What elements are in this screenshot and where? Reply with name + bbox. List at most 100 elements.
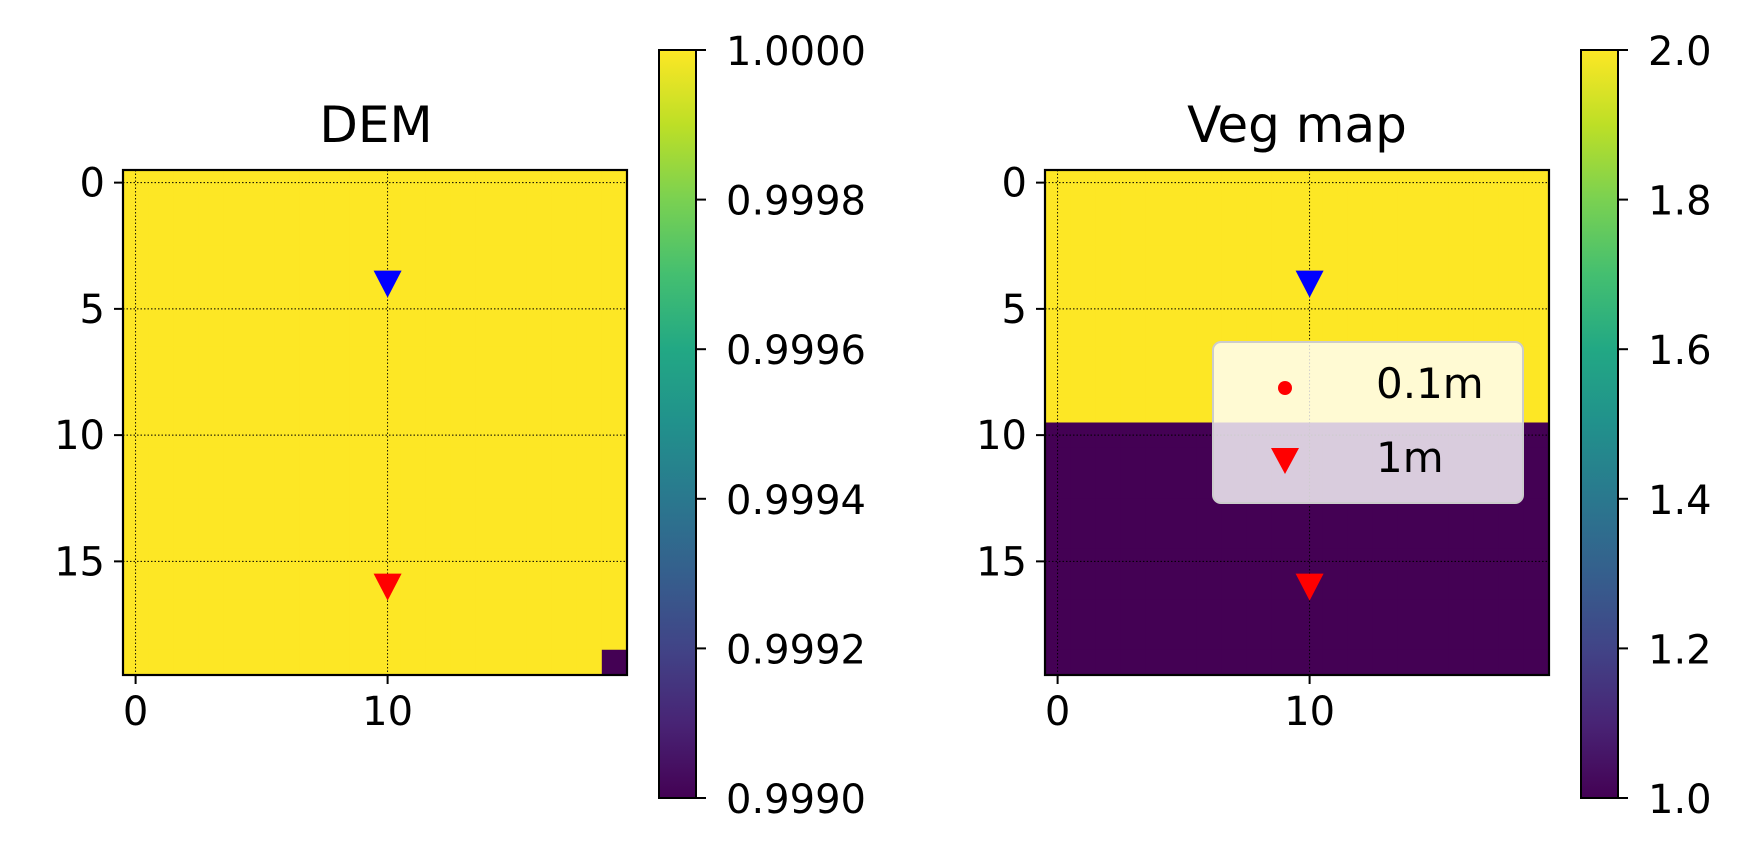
heatmap-cell bbox=[1498, 245, 1525, 272]
heatmap-cell bbox=[223, 574, 250, 600]
heatmap-cell bbox=[1246, 649, 1273, 676]
heatmap-cell bbox=[148, 473, 174, 499]
heatmap-cell bbox=[1473, 523, 1500, 550]
heatmap-cell bbox=[576, 346, 603, 373]
heatmap-cell bbox=[198, 321, 225, 348]
heatmap-cell bbox=[450, 599, 477, 626]
heatmap-cell bbox=[249, 523, 275, 550]
heatmap-cell bbox=[1120, 271, 1147, 297]
heatmap-cell bbox=[1498, 523, 1525, 550]
heatmap-cell bbox=[450, 498, 477, 525]
heatmap-cell bbox=[173, 599, 200, 626]
colorbar-tick-label: 2.0 bbox=[1648, 29, 1712, 75]
heatmap-cell bbox=[1095, 473, 1122, 499]
heatmap-cell bbox=[601, 321, 628, 348]
heatmap-cell bbox=[1523, 624, 1550, 651]
heatmap-cell bbox=[198, 447, 225, 474]
heatmap-cell bbox=[223, 220, 250, 247]
heatmap-cell bbox=[400, 523, 426, 550]
heatmap-cell bbox=[1196, 624, 1222, 651]
heatmap-cell bbox=[1523, 447, 1550, 474]
heatmap-cell bbox=[1095, 220, 1122, 247]
marker-triangle-1m bbox=[1295, 573, 1324, 601]
heatmap-cell bbox=[1322, 649, 1348, 676]
heatmap-cell bbox=[601, 498, 628, 525]
heatmap-cell bbox=[1070, 321, 1096, 348]
heatmap-cell bbox=[475, 599, 502, 626]
heatmap-cell bbox=[526, 195, 552, 222]
heatmap-cell bbox=[1523, 245, 1550, 272]
heatmap-cell bbox=[551, 624, 578, 651]
y-tick-label: 15 bbox=[54, 539, 105, 585]
heatmap-cell bbox=[1196, 271, 1222, 297]
heatmap-cell bbox=[349, 397, 376, 424]
heatmap-cell bbox=[1372, 599, 1399, 626]
heatmap-cell bbox=[501, 397, 527, 424]
heatmap-cell bbox=[425, 649, 452, 676]
heatmap-cell bbox=[475, 271, 502, 297]
heatmap-cell bbox=[1347, 649, 1374, 676]
heatmap-cell bbox=[400, 271, 426, 297]
heatmap-cell bbox=[1448, 523, 1474, 550]
heatmap-cell bbox=[223, 599, 250, 626]
heatmap-cell bbox=[1221, 599, 1248, 626]
heatmap-cell bbox=[173, 220, 200, 247]
heatmap-cell bbox=[526, 372, 552, 398]
heatmap-cell bbox=[349, 271, 376, 297]
heatmap-cell bbox=[1070, 195, 1096, 222]
heatmap-cell bbox=[425, 624, 452, 651]
heatmap-cell bbox=[148, 220, 174, 247]
heatmap-cell bbox=[1171, 624, 1197, 651]
heatmap-cell bbox=[198, 245, 225, 272]
heatmap-cell bbox=[324, 195, 351, 222]
heatmap-cell bbox=[1196, 599, 1222, 626]
heatmap-cell bbox=[501, 649, 527, 676]
heatmap-cell bbox=[1120, 649, 1147, 676]
heatmap-cell bbox=[1271, 195, 1298, 222]
heatmap-cell bbox=[1196, 195, 1222, 222]
heatmap-cell bbox=[425, 599, 452, 626]
heatmap-cell bbox=[1397, 220, 1424, 247]
heatmap-cell bbox=[526, 447, 552, 474]
heatmap-cell bbox=[349, 321, 376, 348]
heatmap-cell bbox=[501, 447, 527, 474]
heatmap-cell bbox=[148, 372, 174, 398]
heatmap-cell bbox=[576, 523, 603, 550]
heatmap-cell bbox=[1095, 624, 1122, 651]
heatmap-cell bbox=[1246, 523, 1273, 550]
heatmap-cell bbox=[223, 447, 250, 474]
heatmap-cell bbox=[198, 195, 225, 222]
heatmap-cell bbox=[349, 498, 376, 525]
heatmap-cell bbox=[1120, 397, 1147, 424]
heatmap-cell bbox=[576, 397, 603, 424]
heatmap-cell bbox=[1423, 523, 1449, 550]
heatmap-cell bbox=[1322, 523, 1348, 550]
heatmap-cell bbox=[400, 574, 426, 600]
heatmap-cell bbox=[425, 271, 452, 297]
heatmap-cell bbox=[1196, 649, 1222, 676]
heatmap-cell bbox=[400, 498, 426, 525]
heatmap-cell bbox=[148, 447, 174, 474]
veg-title: Veg map bbox=[1187, 96, 1407, 154]
heatmap-cell bbox=[526, 599, 552, 626]
heatmap-cell bbox=[249, 574, 275, 600]
heatmap-cell bbox=[1372, 523, 1399, 550]
heatmap-cell bbox=[475, 574, 502, 600]
heatmap-cell bbox=[1070, 220, 1096, 247]
heatmap-cell bbox=[1120, 574, 1147, 600]
heatmap-cell bbox=[223, 346, 250, 373]
heatmap-cell bbox=[1246, 599, 1273, 626]
heatmap-cell bbox=[223, 523, 250, 550]
heatmap-cell bbox=[1145, 574, 1172, 600]
heatmap-cell bbox=[551, 321, 578, 348]
heatmap-cell bbox=[1397, 649, 1424, 676]
heatmap-cell bbox=[601, 599, 628, 626]
heatmap-cell bbox=[274, 473, 300, 499]
heatmap-cell bbox=[1095, 372, 1122, 398]
veg-axes-frame bbox=[1043, 168, 1551, 677]
heatmap-cell bbox=[551, 498, 578, 525]
heatmap-cell bbox=[1423, 624, 1449, 651]
heatmap-cell bbox=[324, 321, 351, 348]
heatmap-cell bbox=[1070, 346, 1096, 373]
heatmap-cell bbox=[1171, 523, 1197, 550]
